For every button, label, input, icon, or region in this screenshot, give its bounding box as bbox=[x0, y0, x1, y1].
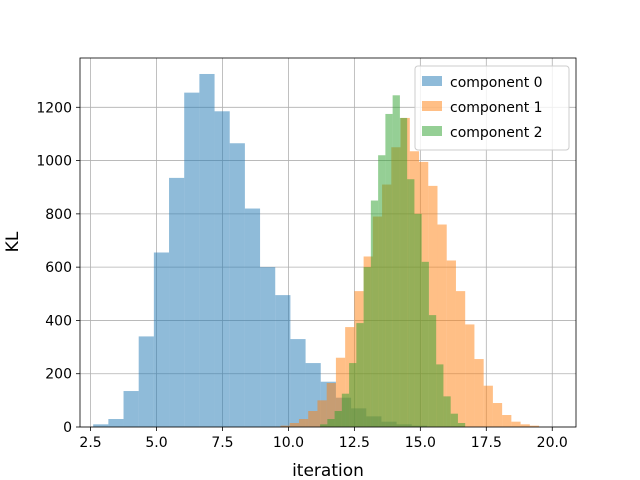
y-tick-label: 400 bbox=[45, 313, 72, 329]
legend-label: component 0 bbox=[450, 75, 543, 91]
y-tick-label: 1000 bbox=[36, 154, 72, 170]
x-tick-label: 10.0 bbox=[273, 435, 304, 451]
histogram-bar bbox=[169, 177, 185, 427]
histogram-bar bbox=[289, 423, 299, 427]
histogram-bar bbox=[93, 424, 109, 427]
histogram-bar bbox=[437, 224, 447, 427]
histogram-bar bbox=[414, 213, 422, 427]
histogram-bar bbox=[446, 260, 456, 427]
x-axis-label: iteration bbox=[292, 461, 364, 480]
histogram-bar bbox=[474, 359, 484, 427]
histogram-bar bbox=[153, 252, 170, 427]
histogram-bar bbox=[511, 421, 521, 427]
histogram-bar bbox=[320, 424, 328, 427]
x-axis-ticks: 2.5 5.0 7.5 10.0 12.5 15.0 17.5 20.0 bbox=[79, 427, 568, 451]
histogram-bar bbox=[520, 424, 530, 427]
y-tick-label: 200 bbox=[45, 367, 72, 383]
histogram-bar bbox=[229, 143, 245, 427]
legend-label: component 2 bbox=[450, 125, 543, 141]
series-2-bars bbox=[320, 95, 466, 428]
histogram-bar bbox=[455, 291, 466, 427]
x-tick-label: 12.5 bbox=[339, 435, 370, 451]
x-tick-label: 15.0 bbox=[405, 435, 436, 451]
histogram-bar bbox=[492, 403, 503, 427]
histogram-bar bbox=[335, 357, 346, 427]
histogram-bar bbox=[341, 393, 350, 427]
histogram-bar bbox=[529, 425, 540, 427]
histogram-bar bbox=[308, 411, 318, 427]
histogram-bar bbox=[356, 323, 364, 427]
histogram-bar bbox=[399, 117, 408, 427]
histogram-bar bbox=[428, 185, 438, 427]
y-axis-ticks: 0 200 400 600 800 1000 1200 bbox=[36, 100, 80, 436]
histogram-bar bbox=[428, 315, 437, 427]
y-tick-label: 1200 bbox=[36, 100, 72, 116]
histogram-bar bbox=[326, 383, 336, 427]
histogram-bar bbox=[280, 425, 290, 427]
histogram-bar bbox=[443, 396, 451, 427]
histogram-bar bbox=[349, 363, 357, 427]
x-tick-label: 2.5 bbox=[79, 435, 101, 451]
histogram-bar bbox=[483, 385, 493, 427]
histogram-bar bbox=[370, 200, 379, 427]
histogram-bar bbox=[214, 111, 230, 427]
legend-label: component 1 bbox=[450, 100, 543, 116]
legend-swatch bbox=[422, 126, 442, 136]
histogram-bar bbox=[385, 113, 393, 427]
histogram-bar bbox=[199, 73, 215, 427]
histogram-bar bbox=[436, 364, 444, 427]
histogram-bars bbox=[93, 73, 540, 428]
histogram-bar bbox=[317, 400, 327, 427]
x-tick-label: 5.0 bbox=[145, 435, 167, 451]
plot-frame bbox=[79, 57, 577, 428]
histogram-bar bbox=[275, 295, 291, 427]
y-axis-label: KL bbox=[3, 231, 23, 252]
histogram-bar bbox=[378, 155, 386, 427]
histogram-bar bbox=[260, 267, 276, 427]
histogram-bar bbox=[184, 92, 200, 427]
histogram-bar bbox=[392, 95, 400, 428]
histogram-bar bbox=[327, 419, 335, 427]
histogram-bar bbox=[465, 324, 475, 427]
x-tick-label: 20.0 bbox=[537, 435, 568, 451]
x-tick-label: 17.5 bbox=[471, 435, 502, 451]
histogram-bar bbox=[290, 339, 306, 427]
histogram-bar bbox=[108, 419, 124, 427]
x-tick-label: 7.5 bbox=[211, 435, 233, 451]
y-tick-label: 800 bbox=[45, 207, 72, 223]
legend-box bbox=[414, 65, 570, 151]
y-tick-label: 0 bbox=[63, 420, 72, 436]
histogram-bar bbox=[334, 411, 342, 427]
histogram-bar bbox=[407, 179, 415, 427]
legend-swatch bbox=[422, 76, 442, 86]
histogram-bar bbox=[421, 261, 429, 427]
histogram-bar bbox=[123, 391, 139, 427]
histogram-bar bbox=[363, 267, 371, 427]
histogram-bar bbox=[457, 423, 466, 427]
histogram-bar bbox=[244, 208, 261, 427]
legend-swatch bbox=[422, 101, 442, 111]
histogram-bar bbox=[502, 415, 512, 427]
legend: component 0 component 1 component 2 bbox=[414, 65, 570, 151]
histogram-bar bbox=[298, 419, 309, 427]
y-tick-label: 600 bbox=[45, 260, 72, 276]
histogram-bar bbox=[450, 413, 458, 427]
histogram-bar bbox=[138, 336, 154, 427]
